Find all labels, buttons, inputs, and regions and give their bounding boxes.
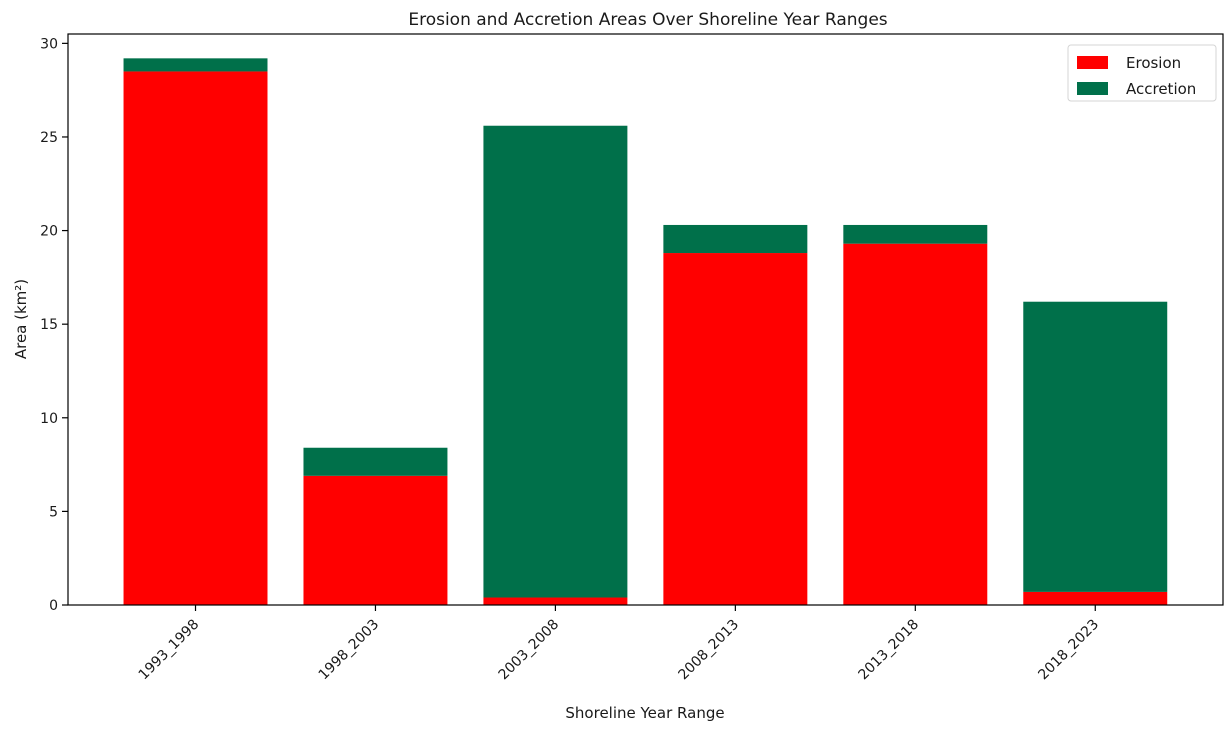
bar-erosion-2008_2013 xyxy=(663,253,808,605)
bar-erosion-2003_2008 xyxy=(483,597,628,605)
legend-label-accretion: Accretion xyxy=(1126,80,1196,98)
bar-accretion-2003_2008 xyxy=(483,125,628,598)
x-tick-label: 1993_1998 xyxy=(136,617,203,684)
legend-swatch-erosion xyxy=(1077,56,1108,69)
y-tick-label: 25 xyxy=(40,130,58,146)
y-tick-label: 5 xyxy=(49,504,58,520)
plot-frame xyxy=(67,33,1224,606)
bar-accretion-2018_2023 xyxy=(1023,301,1168,592)
bar-accretion-2013_2018 xyxy=(843,224,988,244)
legend-label-erosion: Erosion xyxy=(1126,54,1181,72)
x-tick-label: 2008_2013 xyxy=(676,617,743,684)
bar-erosion-2018_2023 xyxy=(1023,591,1168,605)
y-tick-label: 10 xyxy=(40,411,58,427)
y-tick-label: 30 xyxy=(40,36,58,52)
x-tick-label: 2018_2023 xyxy=(1035,617,1102,684)
y-axis-label: Area (km²) xyxy=(12,279,30,359)
bar-erosion-2013_2018 xyxy=(843,243,988,605)
y-axis: 0 5 10 15 20 25 30 xyxy=(40,36,68,614)
x-tick-label: 2013_2018 xyxy=(855,617,922,684)
legend: Erosion Accretion xyxy=(1067,44,1217,102)
x-tick-label: 1998_2003 xyxy=(316,617,383,684)
x-tick-label: 2003_2008 xyxy=(496,617,563,684)
bar-erosion-1998_2003 xyxy=(303,475,448,605)
y-tick-label: 0 xyxy=(49,598,58,614)
bar-accretion-1993_1998 xyxy=(123,58,268,72)
bar-accretion-2008_2013 xyxy=(663,224,808,254)
y-tick-label: 15 xyxy=(40,317,58,333)
bar-erosion-1993_1998 xyxy=(123,71,268,605)
bar-accretion-1998_2003 xyxy=(303,447,448,476)
legend-swatch-accretion xyxy=(1077,82,1108,95)
bars-layer xyxy=(123,58,1168,605)
x-axis-label: Shoreline Year Range xyxy=(565,704,724,722)
chart-title: Erosion and Accretion Areas Over Shoreli… xyxy=(408,10,887,30)
x-axis: 1993_1998 1998_2003 2003_2008 2008_2013 2013… xyxy=(136,605,1102,683)
y-tick-label: 20 xyxy=(40,224,58,240)
